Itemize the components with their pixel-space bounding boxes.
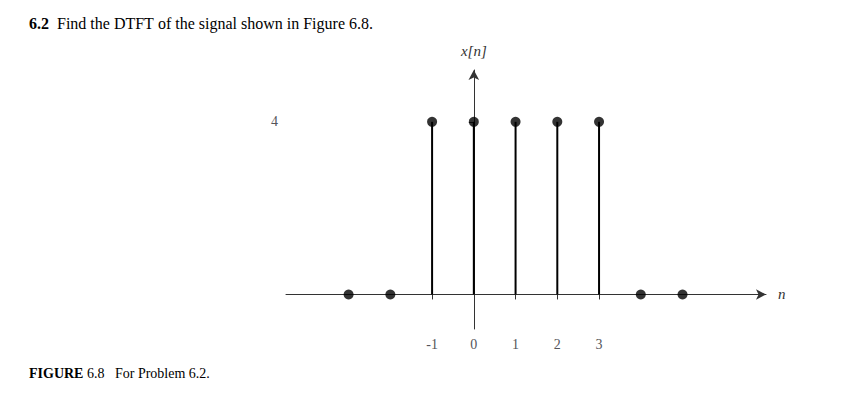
svg-text:6.2: 6.2 — [29, 15, 49, 32]
svg-text:FIGURE: FIGURE — [29, 366, 83, 381]
svg-text:3: 3 — [596, 337, 603, 352]
svg-text:x[n]: x[n] — [460, 43, 487, 59]
svg-text:1: 1 — [512, 337, 519, 352]
svg-text:4: 4 — [271, 114, 278, 129]
svg-text:Find the DTFT of the signal sh: Find the DTFT of the signal shown in Fig… — [49, 15, 373, 33]
svg-text:6.8 For Problem 6.2.: 6.8 For Problem 6.2. — [83, 366, 209, 381]
svg-text:-1: -1 — [426, 337, 438, 352]
svg-text:2: 2 — [554, 337, 561, 352]
svg-text:0: 0 — [470, 337, 477, 352]
svg-text:n: n — [778, 286, 786, 302]
